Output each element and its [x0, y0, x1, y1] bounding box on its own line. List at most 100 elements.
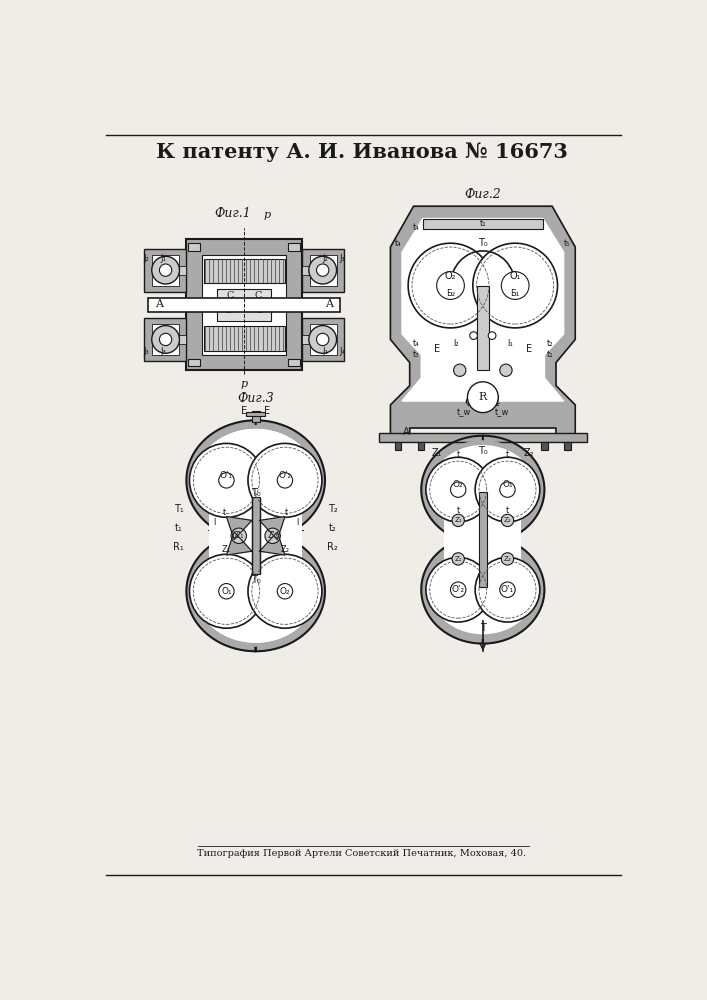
Circle shape: [475, 457, 540, 522]
Circle shape: [500, 364, 512, 376]
Text: R: R: [479, 392, 487, 402]
Polygon shape: [187, 420, 325, 651]
Text: T₀: T₀: [478, 238, 488, 248]
Circle shape: [469, 332, 477, 339]
Polygon shape: [196, 430, 316, 642]
Circle shape: [500, 482, 515, 497]
Text: Z₁: Z₁: [431, 448, 442, 458]
Text: К патенту А. И. Иванова № 16673: К патенту А. И. Иванова № 16673: [156, 142, 568, 162]
Circle shape: [160, 264, 172, 276]
Circle shape: [160, 333, 172, 346]
Text: R₁: R₁: [173, 542, 184, 552]
Text: t₃: t₃: [413, 350, 419, 359]
Text: J₄: J₄: [339, 347, 345, 356]
Polygon shape: [431, 446, 535, 634]
Text: E: E: [264, 406, 270, 416]
Bar: [418, 442, 424, 450]
Text: J₁: J₁: [160, 254, 166, 263]
Text: T₁: T₁: [174, 504, 184, 514]
Circle shape: [189, 443, 264, 517]
Bar: [247, 412, 265, 416]
Bar: [302, 266, 310, 275]
Text: T₀: T₀: [251, 488, 261, 498]
Text: E: E: [241, 406, 247, 416]
Circle shape: [309, 326, 337, 353]
Polygon shape: [402, 219, 563, 401]
Bar: [179, 266, 187, 275]
Circle shape: [218, 584, 234, 599]
Bar: [252, 497, 259, 574]
Text: t₂: t₂: [329, 523, 337, 533]
Text: O₂: O₂: [280, 587, 291, 596]
Bar: [288, 359, 300, 366]
Circle shape: [454, 364, 466, 376]
Circle shape: [501, 272, 529, 299]
Circle shape: [437, 272, 464, 299]
Polygon shape: [390, 206, 575, 436]
Circle shape: [501, 553, 514, 565]
Circle shape: [265, 528, 281, 544]
Text: l₁: l₁: [507, 339, 513, 348]
Text: l: l: [213, 518, 216, 527]
Text: Z'₂: Z'₂: [267, 531, 278, 540]
Text: Z₂: Z₂: [524, 448, 534, 458]
Text: B: B: [240, 298, 247, 307]
Text: T₂: T₂: [328, 504, 337, 514]
Circle shape: [248, 443, 322, 517]
Bar: [188, 359, 200, 366]
Text: Фиг.1: Фиг.1: [214, 207, 251, 220]
Text: Фиг.3: Фиг.3: [238, 392, 274, 405]
Polygon shape: [196, 430, 316, 642]
Polygon shape: [259, 532, 285, 555]
Polygon shape: [259, 517, 285, 540]
Text: t₄: t₄: [395, 239, 402, 248]
Bar: [564, 442, 571, 450]
Circle shape: [248, 554, 322, 628]
Bar: [144, 318, 187, 361]
Circle shape: [473, 243, 558, 328]
Text: C: C: [255, 291, 262, 300]
Text: t₅: t₅: [564, 239, 571, 248]
Circle shape: [309, 256, 337, 284]
Text: t_w: t_w: [495, 408, 509, 417]
Circle shape: [450, 482, 466, 497]
Text: O₂: O₂: [453, 480, 464, 489]
Text: t₁: t₁: [547, 350, 553, 359]
Text: C: C: [227, 291, 234, 300]
Circle shape: [450, 582, 466, 597]
Bar: [444, 513, 521, 567]
Circle shape: [218, 473, 234, 488]
Text: A: A: [156, 299, 163, 309]
Bar: [179, 335, 187, 344]
Text: Z₁: Z₁: [455, 517, 462, 523]
Bar: [144, 249, 187, 292]
Bar: [395, 442, 402, 450]
Text: t₁: t₁: [175, 523, 182, 533]
Text: t₄: t₄: [412, 223, 419, 232]
Text: O₁: O₁: [502, 480, 513, 489]
Circle shape: [426, 457, 491, 522]
Text: A: A: [402, 427, 409, 437]
Text: Z'₁: Z'₁: [233, 531, 244, 540]
Polygon shape: [426, 441, 540, 638]
Polygon shape: [226, 517, 252, 540]
Text: p: p: [240, 379, 247, 389]
Text: Z₂: Z₂: [281, 545, 289, 554]
Text: p: p: [264, 210, 271, 220]
Bar: [542, 442, 547, 450]
Text: l₂: l₂: [453, 339, 459, 348]
Bar: [187, 239, 302, 370]
Text: O'₂: O'₂: [452, 585, 464, 594]
Text: J₃: J₃: [160, 347, 166, 356]
Text: J₃: J₃: [144, 347, 149, 356]
Text: l: l: [296, 518, 298, 527]
Bar: [209, 505, 302, 567]
Text: Z₂: Z₂: [503, 556, 511, 562]
Text: t: t: [506, 450, 509, 459]
Bar: [188, 243, 200, 251]
Text: t: t: [285, 508, 288, 517]
Text: O'₁: O'₁: [220, 471, 233, 480]
Bar: [423, 219, 543, 229]
Circle shape: [225, 305, 233, 312]
Circle shape: [317, 333, 329, 346]
